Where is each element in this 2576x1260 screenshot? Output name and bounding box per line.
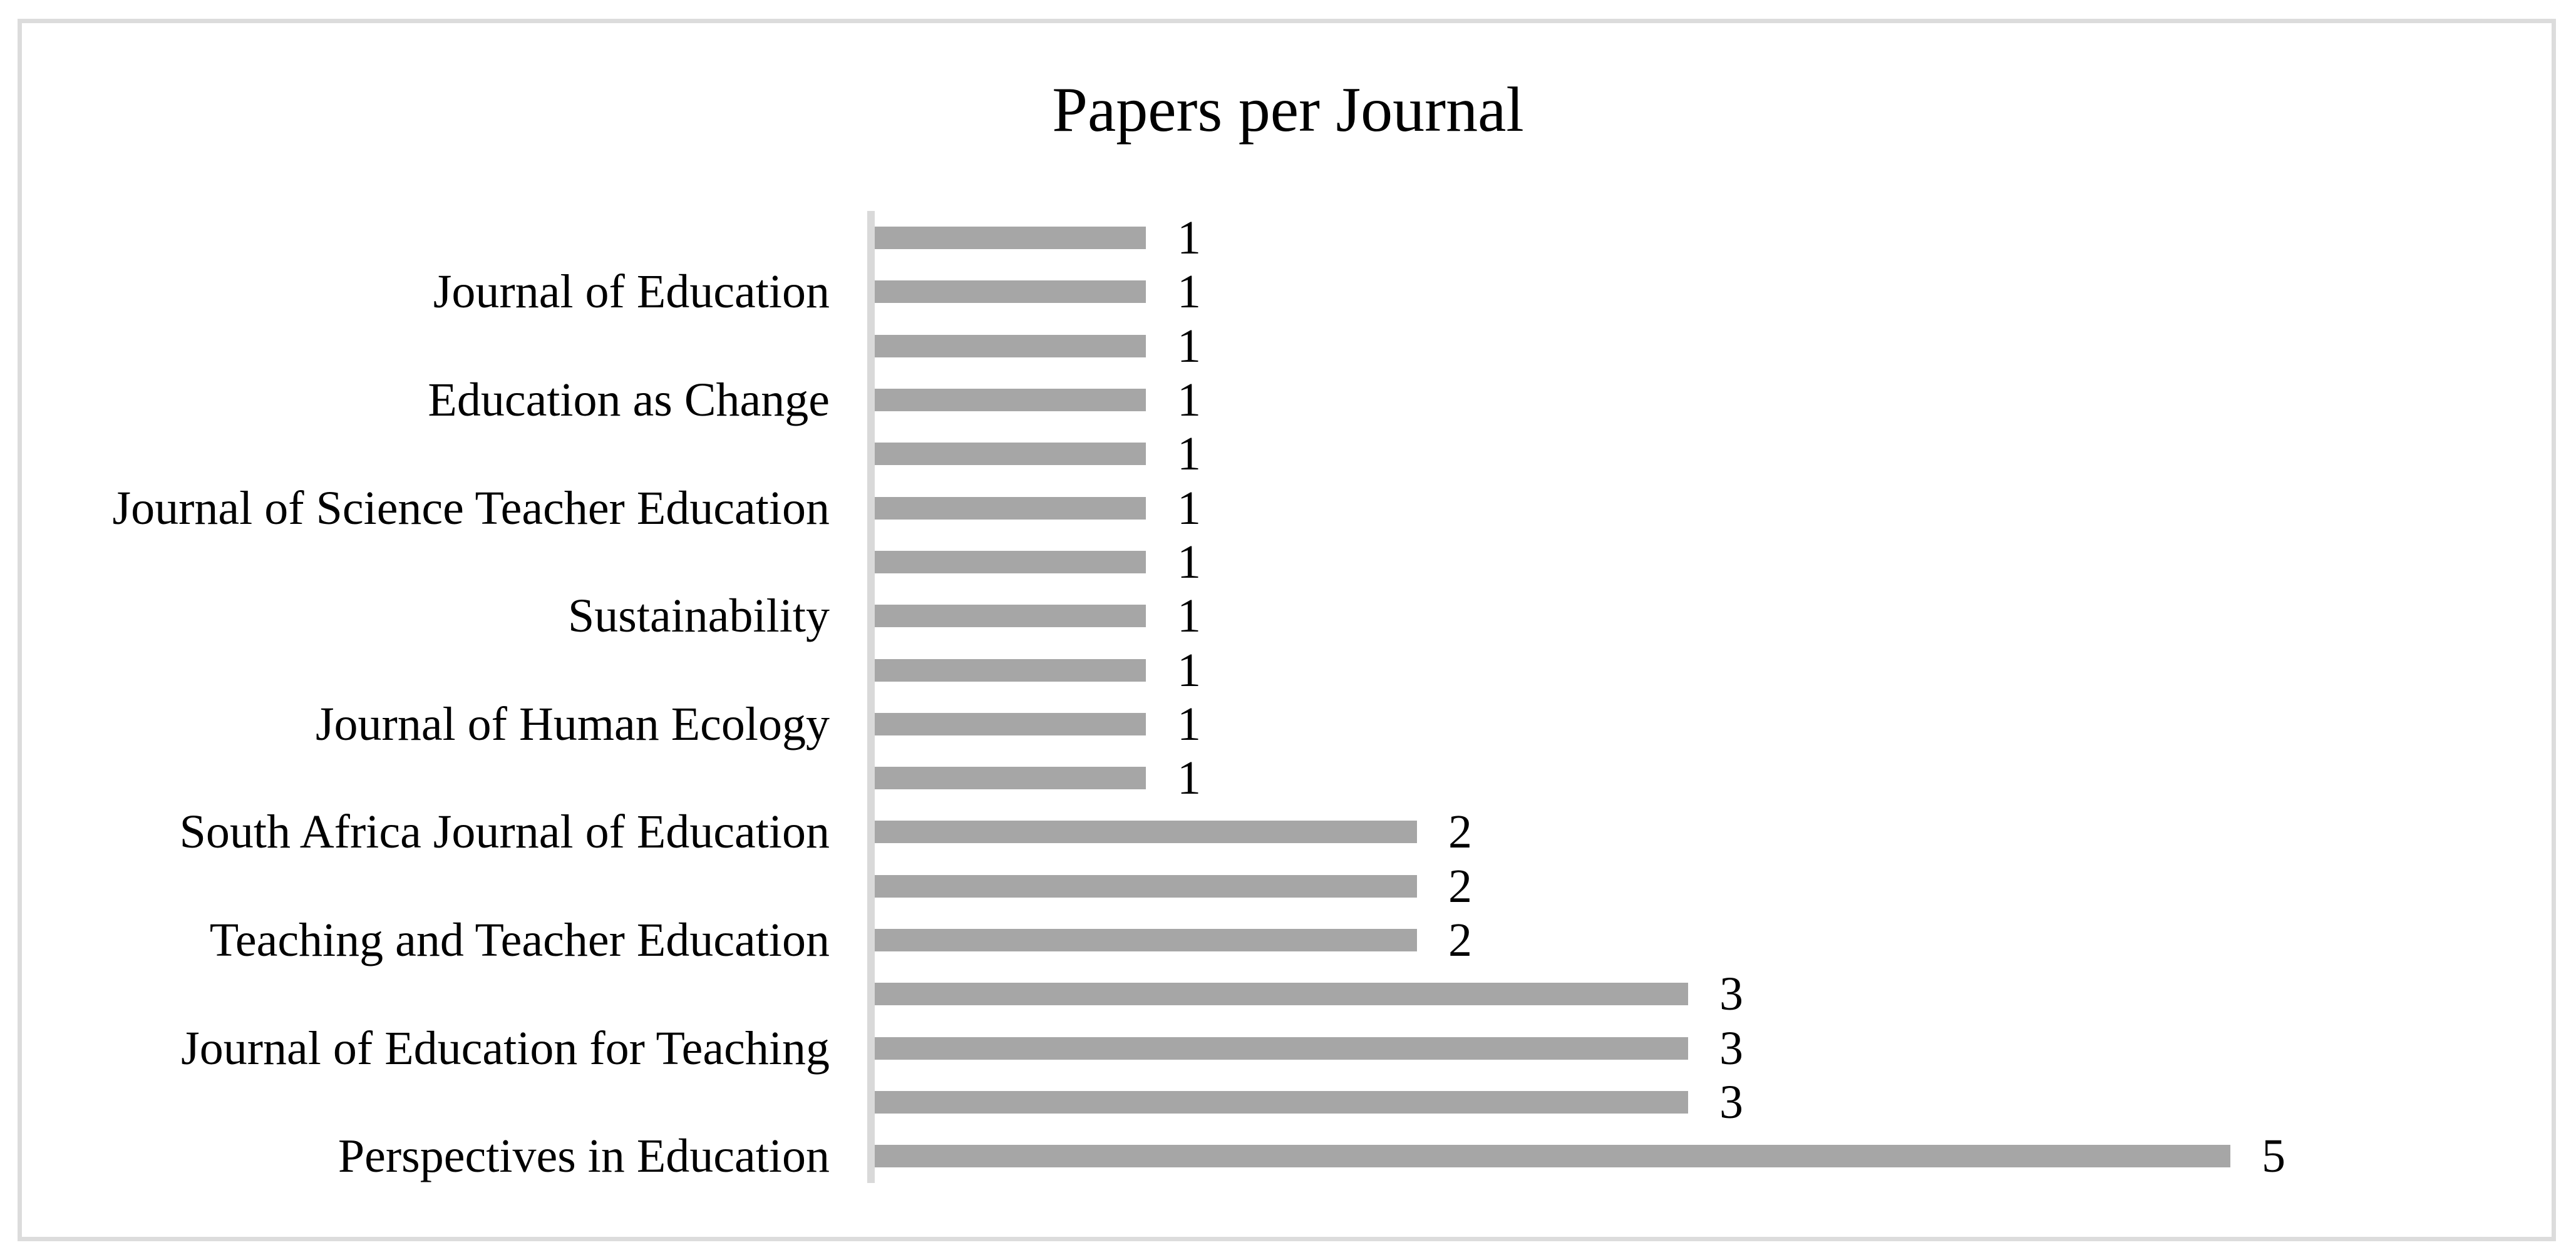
category-label: Journal of Science Teacher Education bbox=[112, 481, 830, 535]
category-label: Education as Change bbox=[428, 374, 830, 427]
bar bbox=[875, 605, 1146, 628]
bar-row: 2 bbox=[0, 859, 2576, 913]
value-label: 1 bbox=[1177, 212, 1201, 265]
bar-row: 3 bbox=[0, 967, 2576, 1021]
bar-row: 1 bbox=[0, 427, 2576, 481]
y-axis-line bbox=[867, 211, 875, 1183]
bar bbox=[875, 443, 1146, 466]
value-label: 1 bbox=[1177, 374, 1201, 427]
value-label: 3 bbox=[1719, 1075, 1743, 1129]
bar-row: 1 bbox=[0, 319, 2576, 373]
bar-row: Journal of Human Ecology 1 bbox=[0, 697, 2576, 751]
bar bbox=[875, 983, 1688, 1006]
value-label: 1 bbox=[1177, 697, 1201, 750]
category-label: Sustainability bbox=[568, 590, 830, 643]
value-label: 1 bbox=[1177, 319, 1201, 372]
bar bbox=[875, 280, 1146, 304]
value-label: 2 bbox=[1448, 806, 1472, 859]
category-label: Perspectives in Education bbox=[337, 1130, 830, 1183]
category-label: South Africa Journal of Education bbox=[179, 806, 830, 859]
bar bbox=[875, 496, 1146, 520]
bar-row: 1 bbox=[0, 751, 2576, 805]
bar-row: Journal of Education for Teaching 3 bbox=[0, 1022, 2576, 1075]
value-label: 1 bbox=[1177, 752, 1201, 805]
value-label: 5 bbox=[2262, 1130, 2285, 1183]
bar bbox=[875, 821, 1417, 844]
category-label: Journal of Education bbox=[433, 265, 830, 319]
chart-title: Papers per Journal bbox=[1052, 74, 1524, 145]
bar-row: Education as Change 1 bbox=[0, 373, 2576, 427]
bar bbox=[875, 1090, 1688, 1114]
bar bbox=[875, 227, 1146, 250]
bar-row: Sustainability 1 bbox=[0, 589, 2576, 643]
value-label: 1 bbox=[1177, 428, 1201, 481]
bar-row: 1 bbox=[0, 211, 2576, 265]
bar-row: Journal of Education 1 bbox=[0, 265, 2576, 319]
category-label: Teaching and Teacher Education bbox=[209, 914, 830, 967]
value-label: 2 bbox=[1448, 914, 1472, 967]
bar bbox=[875, 334, 1146, 357]
value-label: 1 bbox=[1177, 590, 1201, 643]
category-label: Journal of Education for Teaching bbox=[181, 1022, 830, 1075]
value-label: 1 bbox=[1177, 481, 1201, 535]
value-label: 1 bbox=[1177, 265, 1201, 319]
bar-row: South Africa Journal of Education 2 bbox=[0, 805, 2576, 859]
bar-row: 1 bbox=[0, 643, 2576, 697]
value-label: 2 bbox=[1448, 859, 1472, 913]
bar-row: 3 bbox=[0, 1075, 2576, 1129]
value-label: 1 bbox=[1177, 643, 1201, 697]
value-label: 3 bbox=[1719, 1022, 1743, 1075]
bar-row: Perspectives in Education 5 bbox=[0, 1129, 2576, 1183]
bar bbox=[875, 1037, 1688, 1060]
bar bbox=[875, 389, 1146, 412]
bar bbox=[875, 874, 1417, 898]
bar bbox=[875, 929, 1417, 952]
value-label: 3 bbox=[1719, 968, 1743, 1021]
bar-row: Journal of Science Teacher Education 1 bbox=[0, 481, 2576, 535]
category-label: Journal of Human Ecology bbox=[315, 697, 830, 750]
bar bbox=[875, 658, 1146, 682]
bar bbox=[875, 1145, 2230, 1168]
bar-row: Teaching and Teacher Education 2 bbox=[0, 913, 2576, 967]
bar-row: 1 bbox=[0, 535, 2576, 589]
bar bbox=[875, 767, 1146, 790]
bar bbox=[875, 712, 1146, 735]
bar bbox=[875, 550, 1146, 573]
value-label: 1 bbox=[1177, 535, 1201, 588]
